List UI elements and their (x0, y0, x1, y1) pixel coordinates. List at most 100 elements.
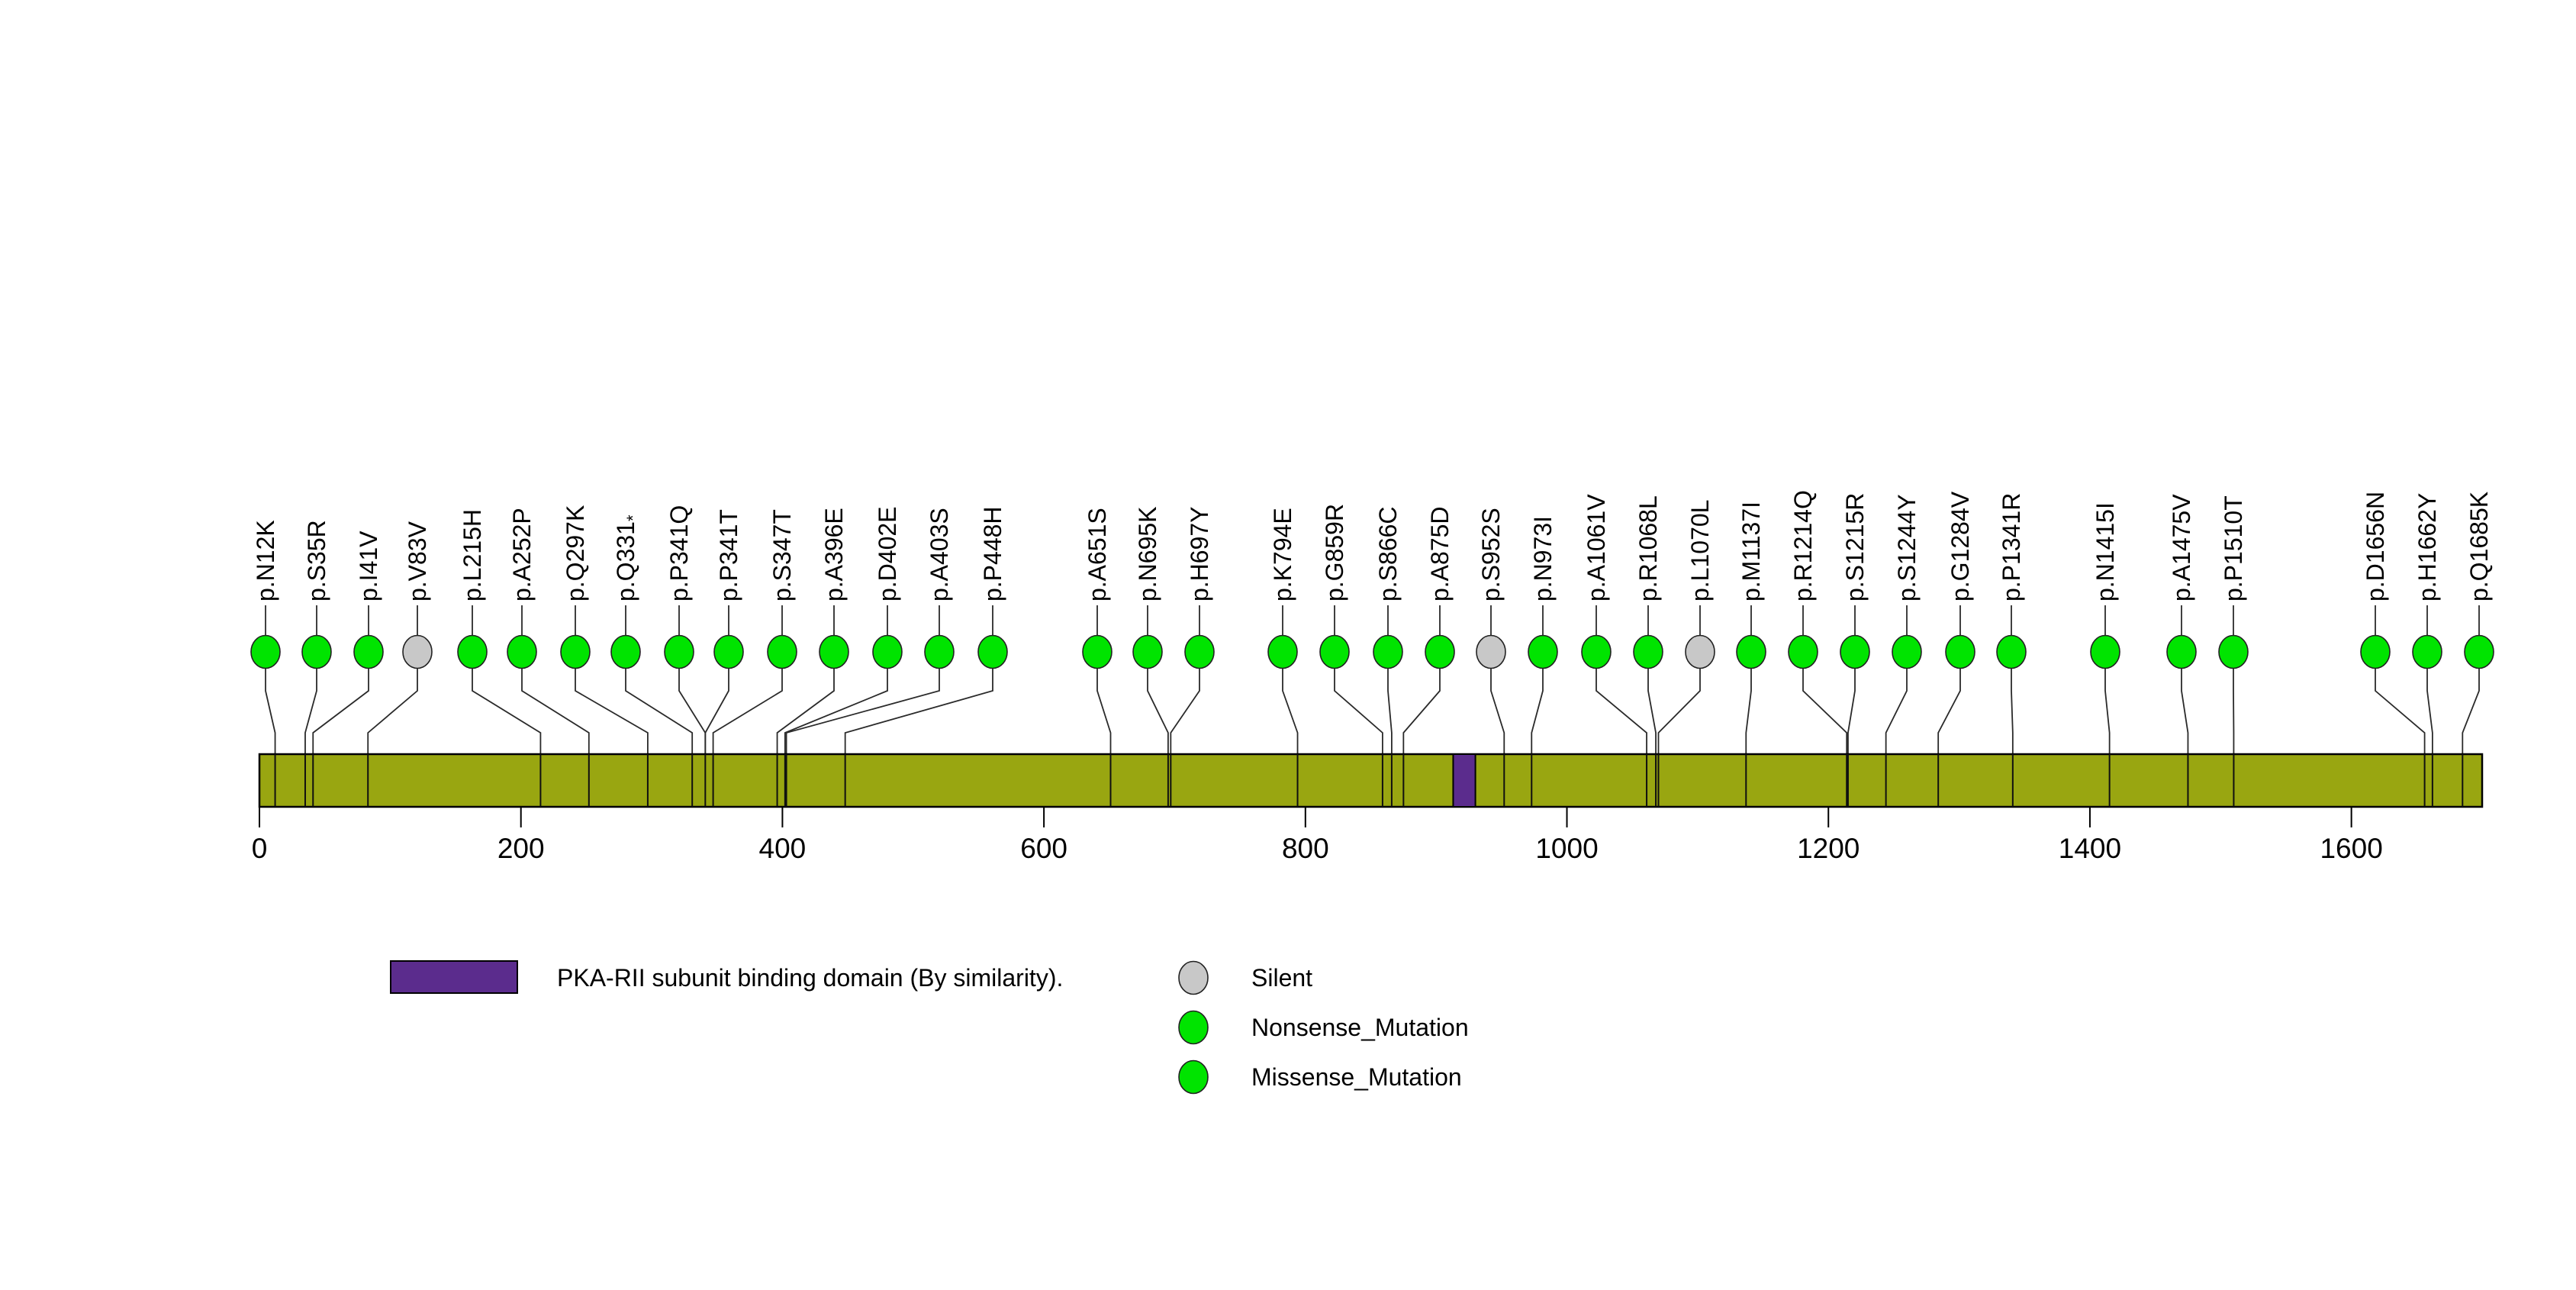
axis-tick-label: 200 (497, 833, 545, 864)
mutation-lollipop (767, 634, 797, 669)
mutation-lollipop (1267, 634, 1298, 669)
mutation-label: p.Q297K (562, 505, 589, 601)
mutation-label: p.D1656N (2362, 492, 2389, 601)
mutation-lollipop (1996, 634, 2027, 669)
mutation-lollipop (1840, 634, 1870, 669)
axis-group: 0 200 400 600 800 1000 1200 1400 1600 (252, 807, 2383, 864)
connector-line (2011, 668, 2014, 754)
mutation-lollipop (1528, 634, 1558, 669)
mutation-label: p.A1475V (2168, 494, 2195, 601)
mutation-lollipop (457, 634, 488, 669)
connector-line (1531, 668, 1544, 754)
mutation-label: p.A1061V (1583, 494, 1610, 601)
mutation-lollipop (819, 634, 849, 669)
mutation-lollipop (924, 634, 955, 669)
connector-line (625, 668, 694, 754)
mutation-lollipop (2090, 634, 2120, 669)
mutation-label: p.Q331* (612, 514, 642, 601)
mutation-lollipop (977, 634, 1008, 669)
connector-line (1490, 668, 1505, 754)
connector-line (367, 668, 418, 754)
mutation-label: p.N12K (252, 520, 279, 601)
mutation-label: p.P341T (715, 509, 742, 601)
connector-line (1885, 668, 1908, 754)
connector-line (704, 668, 729, 754)
mutation-label: p.S347T (768, 509, 796, 601)
mutation-label: p.A651S (1084, 508, 1111, 601)
domain-legend-swatch (390, 960, 518, 994)
mutation-label: p.G859R (1321, 504, 1348, 601)
mutation-label: p.N1415I (2091, 502, 2119, 601)
connector-line (1334, 668, 1383, 754)
connector-line (472, 668, 542, 754)
mutation-lollipop (1082, 634, 1113, 669)
legend-class-swatch (1178, 960, 1209, 995)
connector-line (785, 668, 940, 754)
mutation-label: p.A252P (508, 508, 536, 601)
connector-line (1745, 668, 1752, 754)
connector-line (776, 668, 835, 754)
mutation-label: p.N973I (1529, 516, 1557, 601)
protein-body-rect (258, 753, 2484, 808)
mutation-label: p.S1244Y (1893, 494, 1921, 601)
connector-line (1147, 668, 1169, 754)
mutation-label: p.V83V (404, 521, 431, 601)
mutation-label: p.L215H (459, 509, 486, 601)
mutation-label: p.P1510T (2220, 495, 2247, 601)
mutation-lollipop (610, 634, 641, 669)
legend-class-label: Silent (1251, 964, 1312, 992)
axis-tick-label: 1400 (2059, 833, 2121, 864)
mutation-lollipop (1685, 634, 1715, 669)
mutation-lollipop (2464, 634, 2494, 669)
mutation-lollipop (664, 634, 694, 669)
mutation-lollipop (1788, 634, 1818, 669)
mutation-lollipop (1581, 634, 1612, 669)
mutation-label: p.S35R (303, 520, 330, 601)
mutation-lollipop (301, 634, 332, 669)
connector-line (2104, 668, 2111, 754)
mutation-lollipop (1476, 634, 1506, 669)
connector-line (1387, 668, 1393, 754)
mutation-lollipop (2412, 634, 2442, 669)
connector-line (2181, 668, 2189, 754)
connector-line (1170, 668, 1200, 754)
connector-line (1096, 668, 1112, 754)
mutation-lollipop (1373, 634, 1403, 669)
legend-group: PKA-RII subunit binding domain (By simil… (390, 960, 1469, 1095)
protein-bar-group (258, 753, 2484, 808)
mutation-label: p.H1662Y (2413, 493, 2441, 601)
mutation-label: p.S952S (1477, 508, 1505, 601)
mutation-label: p.K794E (1269, 508, 1296, 601)
mutation-label: p.A403S (926, 508, 953, 601)
axis-tick-label: 1000 (1535, 833, 1598, 864)
axis-tick-label: 0 (252, 833, 268, 864)
axis-tick-label: 600 (1020, 833, 1067, 864)
lollipops-group (250, 634, 2494, 669)
connector-line (784, 668, 888, 754)
mutation-lollipop (872, 634, 903, 669)
mutation-lollipop (1736, 634, 1766, 669)
connector-line (1647, 668, 1657, 754)
mutation-labels-group: p.N12K p.S35R p.I41V p.V83V p.L215H p.A252P p.… (252, 490, 2493, 601)
axis-tick-label: 800 (1282, 833, 1329, 864)
connector-line (1802, 668, 1848, 754)
axis-tick-label: 400 (759, 833, 807, 864)
legend-class-label: Nonsense_Mutation (1251, 1014, 1469, 1041)
connector-line (265, 668, 276, 754)
connector-line (1282, 668, 1299, 754)
mutation-lollipop (713, 634, 744, 669)
mutation-lollipop (2218, 634, 2249, 669)
connector-line (1402, 668, 1441, 754)
mutation-lollipop (402, 634, 433, 669)
connector-line (844, 668, 993, 754)
mutation-lollipop (1132, 634, 1163, 669)
mutation-label: p.P341Q (665, 505, 693, 601)
mutation-label: p.R1214Q (1789, 490, 1817, 601)
mutation-lollipop (1633, 634, 1663, 669)
mutation-lollipop (2360, 634, 2391, 669)
mutation-label: p.G1284V (1946, 491, 1974, 601)
connector-line (304, 668, 317, 754)
mutation-label: p.L1070L (1686, 500, 1714, 601)
